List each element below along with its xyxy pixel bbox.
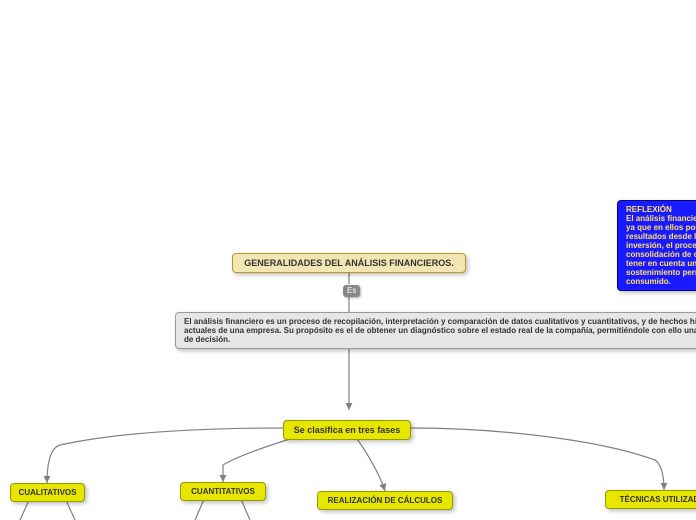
reflection-label: REFLEXIÓN El análisis financiero es impo…: [626, 205, 696, 286]
definition-label: El análisis financiero es un proceso de …: [184, 317, 696, 344]
definition-node: El análisis financiero es un proceso de …: [175, 312, 696, 349]
calculos-node: REALIZACIÓN DE CÁLCULOS: [317, 491, 453, 510]
title-node: GENERALIDADES DEL ANÁLISIS FINANCIEROS.: [232, 253, 466, 273]
tecnicas-label: TÉCNICAS UTILIZADAS: [620, 495, 696, 504]
phases-label: Se clasifica en tres fases: [294, 425, 401, 435]
connector-label: Es: [343, 285, 360, 297]
cualitativos-node: CUALITATIVOS: [10, 483, 85, 502]
connector-label-text: Es: [347, 286, 356, 295]
title-label: GENERALIDADES DEL ANÁLISIS FINANCIEROS.: [244, 258, 454, 268]
calculos-label: REALIZACIÓN DE CÁLCULOS: [328, 496, 443, 505]
tecnicas-node: TÉCNICAS UTILIZADAS: [605, 490, 696, 509]
cualitativos-label: CUALITATIVOS: [19, 488, 77, 497]
cuantitativos-label: CUANTITATIVOS: [191, 487, 255, 496]
phases-node: Se clasifica en tres fases: [283, 420, 411, 440]
cuantitativos-node: CUANTITATIVOS: [180, 482, 266, 501]
reflection-node: REFLEXIÓN El análisis financiero es impo…: [617, 200, 696, 291]
